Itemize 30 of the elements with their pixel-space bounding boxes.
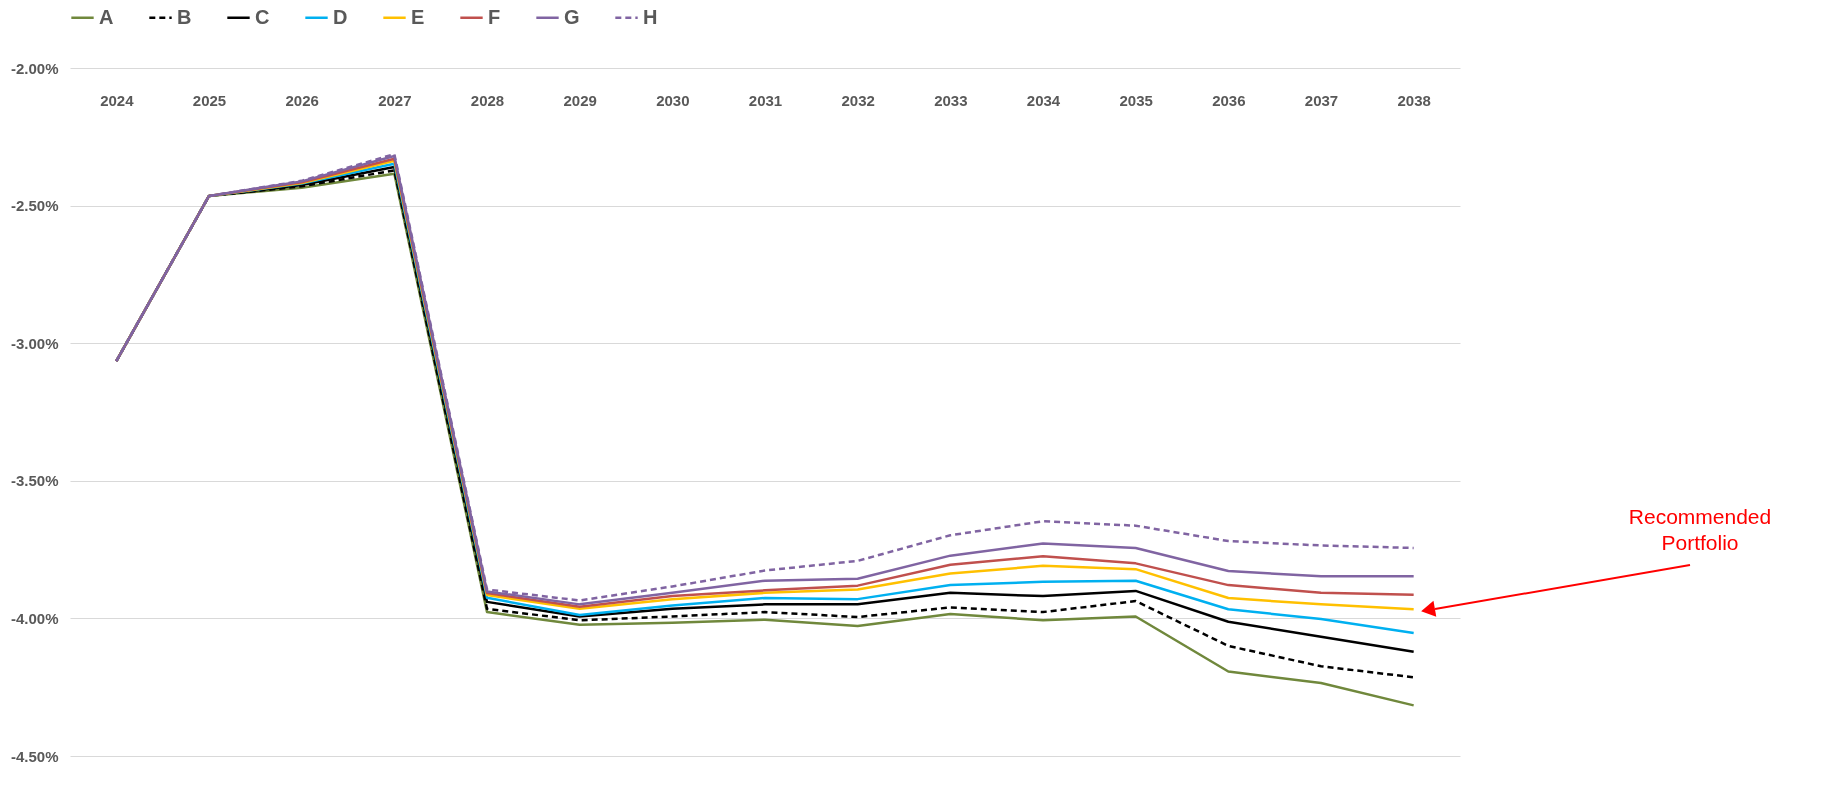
x-tick-label: 2030 xyxy=(656,91,690,109)
legend-label: F xyxy=(488,5,501,28)
y-tick-label: -2.00% xyxy=(10,59,59,77)
x-tick-label: 2028 xyxy=(470,91,505,109)
legend-label: E xyxy=(411,5,425,28)
x-tick-label: 2029 xyxy=(563,91,597,109)
y-tick-label: -4.50% xyxy=(10,747,59,765)
x-tick-label: 2031 xyxy=(748,91,783,109)
y-tick-label: -3.50% xyxy=(10,472,59,490)
legend-label: C xyxy=(255,5,270,28)
y-tick-label: -2.50% xyxy=(10,197,59,215)
x-tick-label: 2037 xyxy=(1304,91,1339,109)
legend-label: A xyxy=(99,5,114,28)
text: Recommended Portfolio xyxy=(1628,505,1772,554)
y-tick-label: -3.00% xyxy=(10,334,59,352)
y-tick-label: -4.00% xyxy=(10,609,59,627)
x-tick-label: 2035 xyxy=(1119,91,1153,109)
x-tick-label: 2027 xyxy=(378,91,412,109)
x-tick-label: 2034 xyxy=(1026,91,1061,109)
x-tick-label: 2038 xyxy=(1397,91,1431,109)
legend-label: G xyxy=(564,5,580,28)
legend-label: H xyxy=(643,5,658,28)
x-tick-label: 2024 xyxy=(100,91,135,109)
x-tick-label: 2025 xyxy=(192,91,227,109)
legend-label: B xyxy=(177,5,192,28)
x-tick-label: 2032 xyxy=(841,91,875,109)
x-tick-label: 2033 xyxy=(934,91,968,109)
x-tick-label: 2036 xyxy=(1212,91,1246,109)
legend-label: D xyxy=(333,5,348,28)
x-tick-label: 2026 xyxy=(285,91,319,109)
